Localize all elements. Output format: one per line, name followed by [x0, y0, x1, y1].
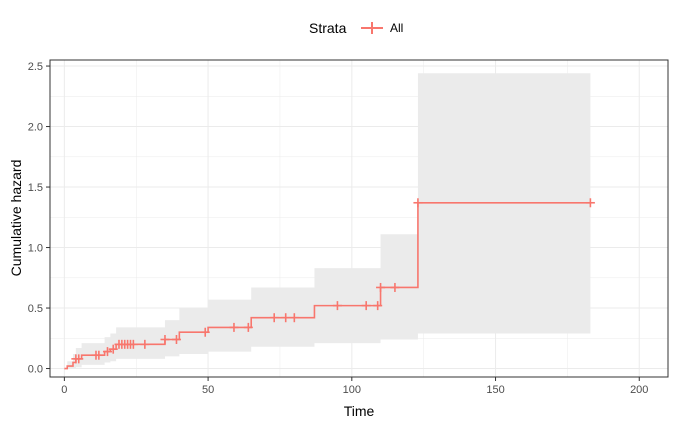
confidence-bands — [64, 73, 591, 369]
y-tick-label: 2.5 — [28, 61, 43, 73]
censor-mark — [140, 339, 150, 349]
censor-mark — [361, 301, 371, 311]
censor-mark — [160, 334, 170, 344]
legend-entry-all: All — [390, 21, 403, 35]
legend-title: Strata — [309, 20, 347, 36]
y-tick-label: 2.0 — [28, 122, 43, 134]
confidence-band — [64, 73, 591, 369]
censor-mark — [376, 282, 386, 292]
censor-mark — [128, 339, 138, 349]
x-tick-label: 150 — [486, 384, 504, 396]
censor-mark — [373, 301, 383, 311]
censor-mark — [585, 198, 595, 208]
x-tick-label: 0 — [61, 384, 67, 396]
censor-mark — [413, 198, 423, 208]
y-axis-title: Cumulative hazard — [8, 160, 24, 277]
censor-mark — [332, 301, 342, 311]
y-tick-label: 0.0 — [28, 364, 43, 376]
legend: Strata All — [309, 20, 403, 36]
y-axis: 0.0 0.5 1.0 1.5 2.0 2.5 — [28, 61, 50, 376]
censor-mark — [281, 313, 291, 323]
censor-marks — [71, 198, 595, 364]
y-tick-label: 1.0 — [28, 243, 43, 255]
censor-mark — [269, 313, 279, 323]
plot-border — [49, 59, 669, 378]
censor-mark — [289, 313, 299, 323]
x-axis: 0 50 100 150 200 — [61, 377, 648, 396]
censor-mark — [102, 347, 112, 357]
censor-mark — [243, 322, 253, 332]
y-tick-label: 1.5 — [28, 182, 43, 194]
censor-mark — [171, 334, 181, 344]
x-tick-label: 200 — [630, 384, 648, 396]
x-tick-label: 50 — [202, 384, 214, 396]
censor-mark — [390, 282, 400, 292]
x-axis-title: Time — [344, 403, 375, 419]
censor-mark — [108, 344, 118, 354]
y-tick-label: 0.5 — [28, 303, 43, 315]
x-tick-label: 100 — [343, 384, 361, 396]
censor-mark — [229, 322, 239, 332]
censor-mark — [74, 354, 84, 364]
censor-mark — [200, 327, 210, 337]
censor-mark — [94, 350, 104, 360]
